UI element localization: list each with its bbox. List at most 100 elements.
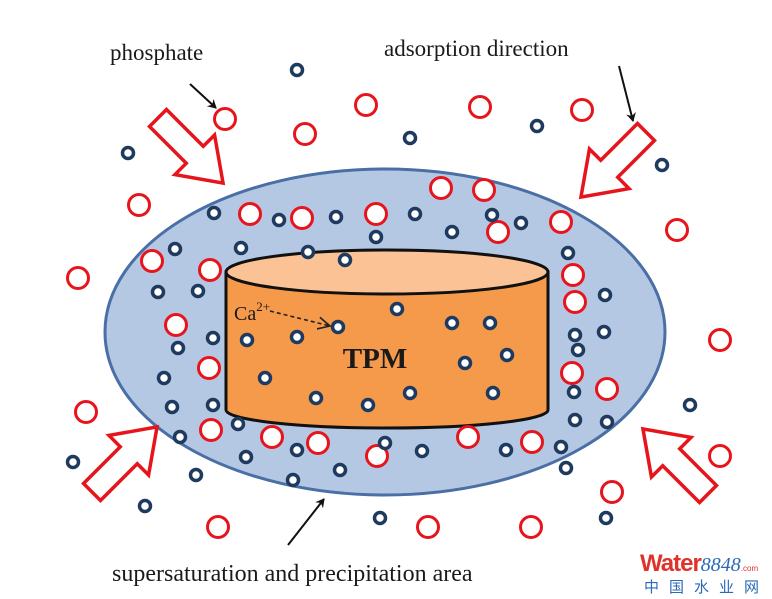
- watermark-logo: Water8848.com 中国水业网: [640, 550, 770, 596]
- calcium-particle: [156, 370, 172, 386]
- calcium-dashed-arrow: [269, 310, 330, 326]
- phosphate-particle: [260, 425, 284, 449]
- calcium-particle: [566, 384, 582, 400]
- calcium-particle: [308, 390, 324, 406]
- phosphate-particle: [468, 95, 492, 119]
- phosphate-particle: [365, 444, 389, 468]
- adsorption-direction-label: adsorption direction: [384, 36, 569, 61]
- phosphate-particle: [429, 176, 453, 200]
- phosphate-particle: [293, 122, 317, 146]
- area-label: supersaturation and precipitation area: [112, 561, 473, 587]
- phosphate-label: phosphate: [110, 40, 203, 65]
- phosphate-particle: [238, 202, 262, 226]
- calcium-particle: [167, 241, 183, 257]
- phosphate-particle: [364, 202, 388, 226]
- phosphate-particle: [570, 98, 594, 122]
- phosphate-particle: [708, 444, 732, 468]
- phosphate-particle: [290, 206, 314, 230]
- phosphate-particle: [354, 93, 378, 117]
- adsorption-arrow: [640, 426, 719, 505]
- tpm-label: TPM: [343, 343, 407, 375]
- phosphate-particle: [560, 361, 584, 385]
- calcium-particle: [682, 397, 698, 413]
- calcium-particle: [65, 454, 81, 470]
- phosphate-particle: [486, 220, 510, 244]
- phosphate-particle: [66, 266, 90, 290]
- calcium-particle: [484, 207, 500, 223]
- phosphate-particle: [127, 193, 151, 217]
- phosphate-particle: [561, 263, 585, 287]
- phosphate-particle: [665, 218, 689, 242]
- calcium-particle: [257, 370, 273, 386]
- calcium-particle: [485, 385, 501, 401]
- calcium-particle: [205, 397, 221, 413]
- adsorption-pointer-arrow: [618, 65, 636, 122]
- phosphate-particle: [197, 356, 221, 380]
- calcium-particle: [238, 449, 254, 465]
- calcium-particle: [360, 397, 376, 413]
- calcium-particle: [206, 205, 222, 221]
- calcium-particle: [372, 510, 388, 526]
- phosphate-particle: [472, 178, 496, 202]
- calcium-particle: [233, 240, 249, 256]
- phosphate-particle: [74, 400, 98, 424]
- calcium-particle: [567, 327, 583, 343]
- area-pointer-arrow: [287, 498, 325, 546]
- calcium-particle: [328, 209, 344, 225]
- calcium-particle: [553, 439, 569, 455]
- phosphate-particle: [140, 249, 164, 273]
- calcium-particle: [289, 329, 305, 345]
- calcium-label: Ca2+: [234, 299, 270, 325]
- calcium-particle: [560, 245, 576, 261]
- adsorption-arrow: [81, 424, 160, 503]
- calcium-particle: [120, 145, 136, 161]
- phosphate-particle: [519, 515, 543, 539]
- calcium-particle: [598, 510, 614, 526]
- adsorption-arrows: [81, 107, 719, 505]
- calcium-particle: [529, 118, 545, 134]
- calcium-particle: [570, 342, 586, 358]
- calcium-particle: [377, 435, 393, 451]
- phosphate-particle: [213, 107, 237, 131]
- calcium-particle: [205, 330, 221, 346]
- phosphate-particle: [199, 418, 223, 442]
- calcium-particle: [172, 429, 188, 445]
- calcium-particle: [596, 324, 612, 340]
- calcium-particle: [499, 347, 515, 363]
- calcium-particle: [444, 224, 460, 240]
- calcium-particle: [150, 284, 166, 300]
- phosphate-particle: [306, 431, 330, 455]
- phosphate-particle: [563, 290, 587, 314]
- calcium-particle: [402, 385, 418, 401]
- calcium-particle: [482, 315, 498, 331]
- calcium-particle: [300, 244, 316, 260]
- phosphate-pointer-arrow: [189, 83, 217, 109]
- phosphate-particle: [708, 328, 732, 352]
- calcium-particle: [444, 315, 460, 331]
- calcium-particle: [389, 301, 405, 317]
- calcium-particle: [190, 283, 206, 299]
- calcium-particle: [407, 206, 423, 222]
- calcium-particle: [558, 460, 574, 476]
- calcium-particle: [368, 229, 384, 245]
- phosphate-particle: [164, 313, 188, 337]
- calcium-particle: [457, 355, 473, 371]
- calcium-particle: [597, 287, 613, 303]
- calcium-particle: [170, 340, 186, 356]
- calcium-particle: [285, 472, 301, 488]
- adsorption-arrow: [147, 107, 226, 186]
- phosphate-particle: [198, 258, 222, 282]
- calcium-particle: [137, 498, 153, 514]
- calcium-particle: [330, 319, 346, 335]
- calcium-particle: [188, 467, 204, 483]
- calcium-particle: [513, 215, 529, 231]
- phosphate-particle: [206, 515, 230, 539]
- calcium-particle: [289, 442, 305, 458]
- phosphate-particle: [520, 430, 544, 454]
- calcium-particle: [567, 412, 583, 428]
- phosphate-particle: [600, 480, 624, 504]
- calcium-particle: [289, 62, 305, 78]
- calcium-particle: [498, 442, 514, 458]
